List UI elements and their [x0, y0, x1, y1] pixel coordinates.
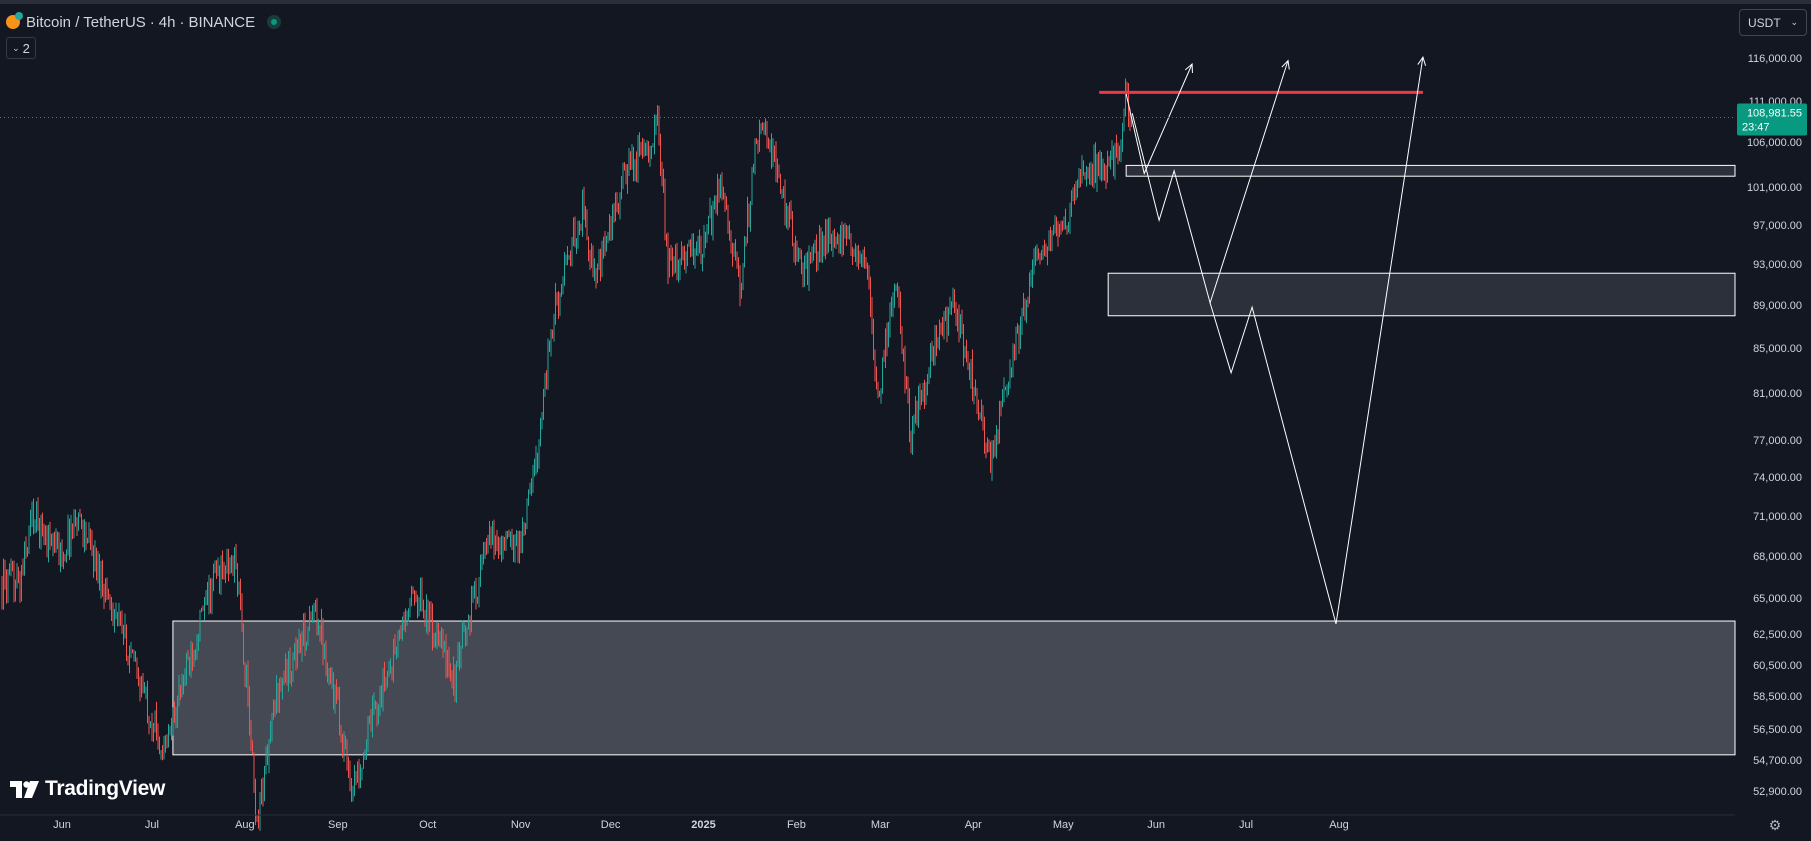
time-tick-label: Jun	[53, 819, 71, 831]
currency-value: USDT	[1748, 15, 1781, 30]
indicators-toggle-button[interactable]: ⌄ 2	[6, 37, 36, 59]
drawings-layer	[1099, 56, 1427, 625]
interval-label[interactable]: 4h	[158, 13, 176, 31]
demand-zone-middle	[1107, 272, 1736, 317]
price-tick-label: 106,000.00	[1747, 137, 1802, 149]
price-tick-label: 116,000.00	[1748, 53, 1802, 65]
time-tick-label: Feb	[787, 819, 806, 831]
price-tick-label: 62,500.00	[1753, 629, 1802, 641]
current-price-label: 108,981.55	[1747, 108, 1802, 120]
time-tick-label: Jul	[1239, 819, 1253, 831]
top-border	[0, 0, 1811, 4]
arrow-head-icon	[1281, 59, 1290, 70]
price-tick-label: 68,000.00	[1753, 551, 1802, 563]
time-tick-label: Aug	[235, 819, 255, 831]
tradingview-logo-icon	[10, 780, 39, 798]
price-tick-label: 85,000.00	[1753, 343, 1802, 355]
demand-zone-upper	[1125, 164, 1736, 177]
price-tick-label: 56,500.00	[1753, 724, 1802, 736]
projection-path-1	[1125, 63, 1193, 176]
price-tick-label: 52,900.00	[1753, 786, 1802, 798]
price-axis: 116,000.00111,000.00106,000.00101,000.00…	[1747, 53, 1802, 798]
price-tick-label: 101,000.00	[1747, 182, 1802, 194]
price-tick-label: 58,500.00	[1753, 691, 1802, 703]
logo-text: TradingView	[45, 777, 166, 800]
settings-gear-icon[interactable]: ⚙	[1768, 816, 1782, 833]
price-tick-label: 74,000.00	[1753, 472, 1802, 484]
time-tick-label: Oct	[419, 819, 436, 831]
time-axis: Jun Jul Aug Sep Oct Nov Dec 2025 Feb Mar Apr May Jun…	[53, 819, 1349, 831]
candles-layer	[1, 78, 1132, 831]
time-tick-label: Mar	[871, 819, 890, 831]
arrow-head-icon	[1417, 56, 1427, 66]
indicator-count: 2	[22, 40, 30, 56]
projection-path-2	[1131, 60, 1289, 305]
time-tick-label: May	[1053, 819, 1074, 831]
zones-layer	[172, 164, 1736, 756]
price-tick-label: 71,000.00	[1753, 511, 1802, 523]
time-tick-label: Jun	[1147, 819, 1165, 831]
arrow-head-icon	[1184, 62, 1193, 74]
symbol-name[interactable]: Bitcoin / TetherUS	[26, 13, 146, 31]
separator: ·	[179, 13, 185, 31]
chevron-down-icon: ⌄	[12, 42, 20, 53]
price-tick-label: 60,500.00	[1753, 660, 1802, 672]
time-tick-label: Nov	[511, 819, 531, 831]
price-tick-label: 81,000.00	[1753, 388, 1802, 400]
time-tick-label: Sep	[328, 819, 348, 831]
market-status-icon[interactable]	[267, 15, 282, 29]
time-tick-label: Aug	[1329, 819, 1349, 831]
time-tick-label: Apr	[965, 819, 982, 831]
current-price-badge: 108,981.55 23:47	[1737, 103, 1807, 136]
price-tick-label: 54,700.00	[1753, 755, 1802, 767]
time-tick-label: 2025	[691, 819, 715, 831]
symbol-header[interactable]: Bitcoin / TetherUS · 4h · BINANCE	[6, 12, 282, 32]
bitcoin-coin-icon	[6, 12, 23, 29]
price-tick-label: 77,000.00	[1753, 435, 1802, 447]
candle-countdown: 23:47	[1742, 122, 1770, 134]
price-tick-label: 65,000.00	[1753, 593, 1802, 605]
time-tick-label: Jul	[145, 819, 159, 831]
separator: ·	[149, 13, 155, 31]
price-tick-label: 93,000.00	[1753, 259, 1802, 271]
time-tick-label: Dec	[601, 819, 621, 831]
exchange-label[interactable]: BINANCE	[188, 13, 256, 31]
demand-zone-lower	[172, 620, 1736, 756]
price-tick-label: 89,000.00	[1753, 300, 1802, 312]
tradingview-logo: TradingView	[10, 776, 165, 802]
projection-path-3	[1209, 57, 1424, 625]
currency-select[interactable]: USDT ⌄	[1739, 9, 1807, 36]
chevron-down-icon: ⌄	[1790, 17, 1798, 27]
price-tick-label: 97,000.00	[1753, 220, 1802, 232]
